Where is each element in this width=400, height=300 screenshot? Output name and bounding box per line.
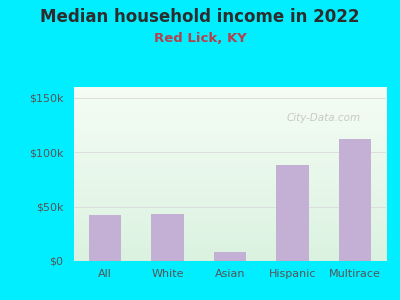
Text: Median household income in 2022: Median household income in 2022 bbox=[40, 8, 360, 26]
Bar bbox=[151, 214, 184, 261]
Bar bbox=[338, 139, 371, 261]
Bar bbox=[214, 252, 246, 261]
Bar bbox=[89, 215, 122, 261]
Bar bbox=[276, 165, 309, 261]
Text: Red Lick, KY: Red Lick, KY bbox=[154, 32, 246, 44]
Text: City-Data.com: City-Data.com bbox=[286, 113, 360, 123]
